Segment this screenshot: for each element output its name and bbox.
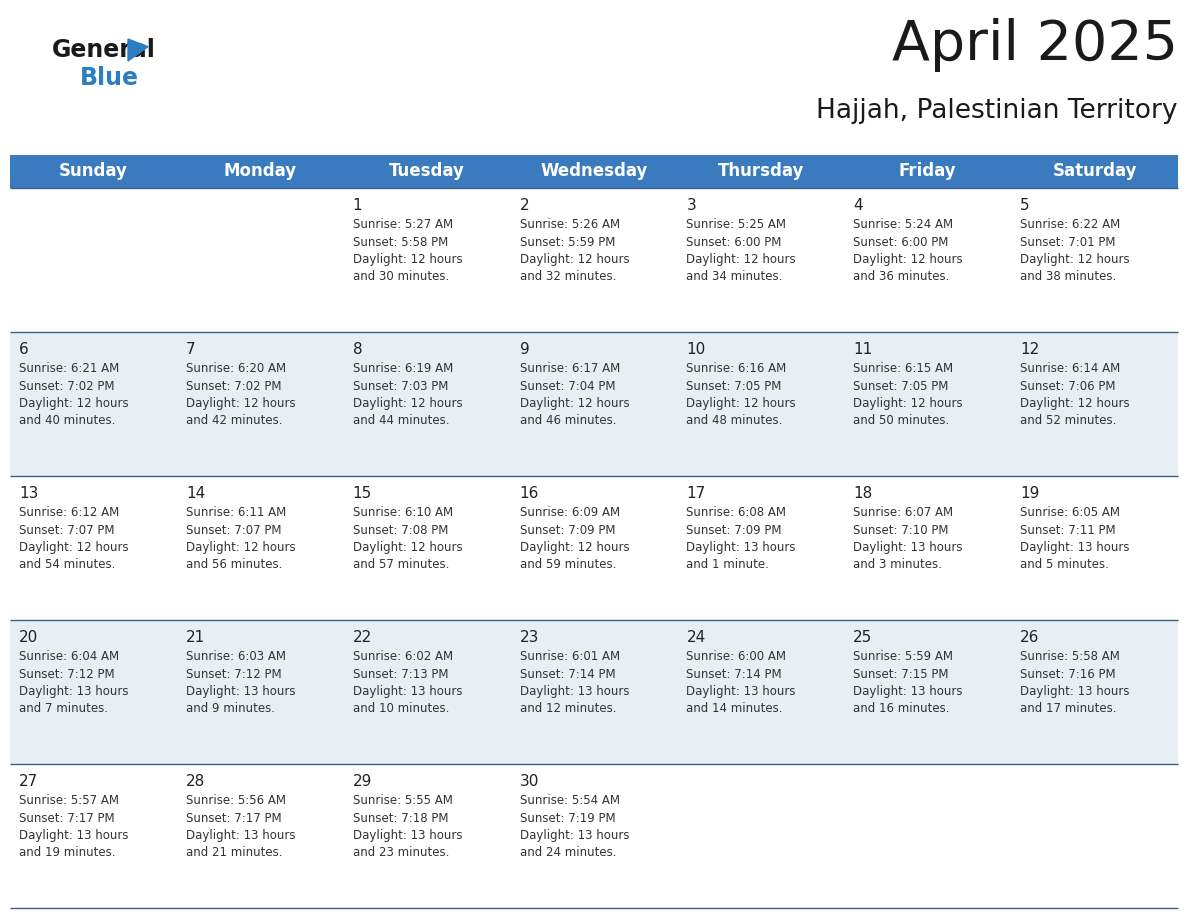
FancyBboxPatch shape	[677, 155, 845, 188]
Text: Wednesday: Wednesday	[541, 162, 647, 181]
Text: 18: 18	[853, 486, 872, 501]
Text: 28: 28	[185, 774, 206, 789]
Text: Sunrise: 6:07 AM
Sunset: 7:10 PM
Daylight: 13 hours
and 3 minutes.: Sunrise: 6:07 AM Sunset: 7:10 PM Dayligh…	[853, 506, 962, 572]
Text: Sunrise: 5:59 AM
Sunset: 7:15 PM
Daylight: 13 hours
and 16 minutes.: Sunrise: 5:59 AM Sunset: 7:15 PM Dayligh…	[853, 650, 962, 715]
Text: Sunday: Sunday	[59, 162, 128, 181]
Text: Sunrise: 6:20 AM
Sunset: 7:02 PM
Daylight: 12 hours
and 42 minutes.: Sunrise: 6:20 AM Sunset: 7:02 PM Dayligh…	[185, 362, 296, 428]
Text: Sunrise: 5:26 AM
Sunset: 5:59 PM
Daylight: 12 hours
and 32 minutes.: Sunrise: 5:26 AM Sunset: 5:59 PM Dayligh…	[519, 218, 630, 284]
Text: Sunrise: 5:54 AM
Sunset: 7:19 PM
Daylight: 13 hours
and 24 minutes.: Sunrise: 5:54 AM Sunset: 7:19 PM Dayligh…	[519, 794, 630, 859]
Text: Hajjah, Palestinian Territory: Hajjah, Palestinian Territory	[816, 98, 1178, 124]
Text: 10: 10	[687, 342, 706, 357]
Text: 2: 2	[519, 198, 529, 213]
Text: Sunrise: 6:22 AM
Sunset: 7:01 PM
Daylight: 12 hours
and 38 minutes.: Sunrise: 6:22 AM Sunset: 7:01 PM Dayligh…	[1020, 218, 1130, 284]
Text: 25: 25	[853, 630, 872, 645]
FancyBboxPatch shape	[343, 155, 511, 188]
Text: 8: 8	[353, 342, 362, 357]
Text: Sunrise: 6:19 AM
Sunset: 7:03 PM
Daylight: 12 hours
and 44 minutes.: Sunrise: 6:19 AM Sunset: 7:03 PM Dayligh…	[353, 362, 462, 428]
Text: Sunrise: 6:08 AM
Sunset: 7:09 PM
Daylight: 13 hours
and 1 minute.: Sunrise: 6:08 AM Sunset: 7:09 PM Dayligh…	[687, 506, 796, 572]
Text: 23: 23	[519, 630, 539, 645]
Text: Sunrise: 6:03 AM
Sunset: 7:12 PM
Daylight: 13 hours
and 9 minutes.: Sunrise: 6:03 AM Sunset: 7:12 PM Dayligh…	[185, 650, 296, 715]
FancyBboxPatch shape	[10, 188, 1178, 332]
Text: 12: 12	[1020, 342, 1040, 357]
Text: Sunrise: 6:15 AM
Sunset: 7:05 PM
Daylight: 12 hours
and 50 minutes.: Sunrise: 6:15 AM Sunset: 7:05 PM Dayligh…	[853, 362, 963, 428]
Text: 6: 6	[19, 342, 29, 357]
Text: 3: 3	[687, 198, 696, 213]
Text: Sunrise: 6:00 AM
Sunset: 7:14 PM
Daylight: 13 hours
and 14 minutes.: Sunrise: 6:00 AM Sunset: 7:14 PM Dayligh…	[687, 650, 796, 715]
Text: 4: 4	[853, 198, 862, 213]
FancyBboxPatch shape	[10, 620, 1178, 764]
Text: 27: 27	[19, 774, 38, 789]
Text: 26: 26	[1020, 630, 1040, 645]
FancyBboxPatch shape	[1011, 155, 1178, 188]
Text: Sunrise: 6:17 AM
Sunset: 7:04 PM
Daylight: 12 hours
and 46 minutes.: Sunrise: 6:17 AM Sunset: 7:04 PM Dayligh…	[519, 362, 630, 428]
Text: 13: 13	[19, 486, 38, 501]
Text: 16: 16	[519, 486, 539, 501]
Polygon shape	[128, 39, 148, 61]
FancyBboxPatch shape	[10, 332, 1178, 476]
Text: 5: 5	[1020, 198, 1030, 213]
Text: Blue: Blue	[80, 66, 139, 90]
Text: Sunrise: 5:57 AM
Sunset: 7:17 PM
Daylight: 13 hours
and 19 minutes.: Sunrise: 5:57 AM Sunset: 7:17 PM Dayligh…	[19, 794, 128, 859]
Text: 17: 17	[687, 486, 706, 501]
Text: 30: 30	[519, 774, 539, 789]
Text: 19: 19	[1020, 486, 1040, 501]
Text: Sunrise: 5:58 AM
Sunset: 7:16 PM
Daylight: 13 hours
and 17 minutes.: Sunrise: 5:58 AM Sunset: 7:16 PM Dayligh…	[1020, 650, 1130, 715]
Text: Sunrise: 6:05 AM
Sunset: 7:11 PM
Daylight: 13 hours
and 5 minutes.: Sunrise: 6:05 AM Sunset: 7:11 PM Dayligh…	[1020, 506, 1130, 572]
Text: Sunrise: 5:56 AM
Sunset: 7:17 PM
Daylight: 13 hours
and 21 minutes.: Sunrise: 5:56 AM Sunset: 7:17 PM Dayligh…	[185, 794, 296, 859]
Text: Sunrise: 6:14 AM
Sunset: 7:06 PM
Daylight: 12 hours
and 52 minutes.: Sunrise: 6:14 AM Sunset: 7:06 PM Dayligh…	[1020, 362, 1130, 428]
Text: 9: 9	[519, 342, 530, 357]
Text: Sunrise: 5:25 AM
Sunset: 6:00 PM
Daylight: 12 hours
and 34 minutes.: Sunrise: 5:25 AM Sunset: 6:00 PM Dayligh…	[687, 218, 796, 284]
Text: Thursday: Thursday	[718, 162, 804, 181]
Text: 20: 20	[19, 630, 38, 645]
Text: Sunrise: 6:10 AM
Sunset: 7:08 PM
Daylight: 12 hours
and 57 minutes.: Sunrise: 6:10 AM Sunset: 7:08 PM Dayligh…	[353, 506, 462, 572]
Text: Sunrise: 6:21 AM
Sunset: 7:02 PM
Daylight: 12 hours
and 40 minutes.: Sunrise: 6:21 AM Sunset: 7:02 PM Dayligh…	[19, 362, 128, 428]
FancyBboxPatch shape	[10, 155, 177, 188]
Text: Sunrise: 6:12 AM
Sunset: 7:07 PM
Daylight: 12 hours
and 54 minutes.: Sunrise: 6:12 AM Sunset: 7:07 PM Dayligh…	[19, 506, 128, 572]
Text: Sunrise: 5:24 AM
Sunset: 6:00 PM
Daylight: 12 hours
and 36 minutes.: Sunrise: 5:24 AM Sunset: 6:00 PM Dayligh…	[853, 218, 963, 284]
Text: Saturday: Saturday	[1053, 162, 1137, 181]
Text: Friday: Friday	[899, 162, 956, 181]
Text: 24: 24	[687, 630, 706, 645]
Text: 22: 22	[353, 630, 372, 645]
Text: General: General	[52, 38, 156, 62]
FancyBboxPatch shape	[845, 155, 1011, 188]
Text: 29: 29	[353, 774, 372, 789]
Text: 15: 15	[353, 486, 372, 501]
Text: 11: 11	[853, 342, 872, 357]
Text: Sunrise: 6:02 AM
Sunset: 7:13 PM
Daylight: 13 hours
and 10 minutes.: Sunrise: 6:02 AM Sunset: 7:13 PM Dayligh…	[353, 650, 462, 715]
Text: Sunrise: 6:01 AM
Sunset: 7:14 PM
Daylight: 13 hours
and 12 minutes.: Sunrise: 6:01 AM Sunset: 7:14 PM Dayligh…	[519, 650, 630, 715]
FancyBboxPatch shape	[177, 155, 343, 188]
Text: 7: 7	[185, 342, 196, 357]
FancyBboxPatch shape	[10, 476, 1178, 620]
FancyBboxPatch shape	[10, 764, 1178, 908]
Text: Sunrise: 6:16 AM
Sunset: 7:05 PM
Daylight: 12 hours
and 48 minutes.: Sunrise: 6:16 AM Sunset: 7:05 PM Dayligh…	[687, 362, 796, 428]
Text: 14: 14	[185, 486, 206, 501]
Text: Sunrise: 6:09 AM
Sunset: 7:09 PM
Daylight: 12 hours
and 59 minutes.: Sunrise: 6:09 AM Sunset: 7:09 PM Dayligh…	[519, 506, 630, 572]
Text: Sunrise: 6:11 AM
Sunset: 7:07 PM
Daylight: 12 hours
and 56 minutes.: Sunrise: 6:11 AM Sunset: 7:07 PM Dayligh…	[185, 506, 296, 572]
Text: Sunrise: 6:04 AM
Sunset: 7:12 PM
Daylight: 13 hours
and 7 minutes.: Sunrise: 6:04 AM Sunset: 7:12 PM Dayligh…	[19, 650, 128, 715]
Text: April 2025: April 2025	[892, 18, 1178, 72]
Text: 1: 1	[353, 198, 362, 213]
Text: Monday: Monday	[223, 162, 297, 181]
FancyBboxPatch shape	[511, 155, 677, 188]
Text: Tuesday: Tuesday	[390, 162, 465, 181]
Text: Sunrise: 5:27 AM
Sunset: 5:58 PM
Daylight: 12 hours
and 30 minutes.: Sunrise: 5:27 AM Sunset: 5:58 PM Dayligh…	[353, 218, 462, 284]
Text: Sunrise: 5:55 AM
Sunset: 7:18 PM
Daylight: 13 hours
and 23 minutes.: Sunrise: 5:55 AM Sunset: 7:18 PM Dayligh…	[353, 794, 462, 859]
Text: 21: 21	[185, 630, 206, 645]
